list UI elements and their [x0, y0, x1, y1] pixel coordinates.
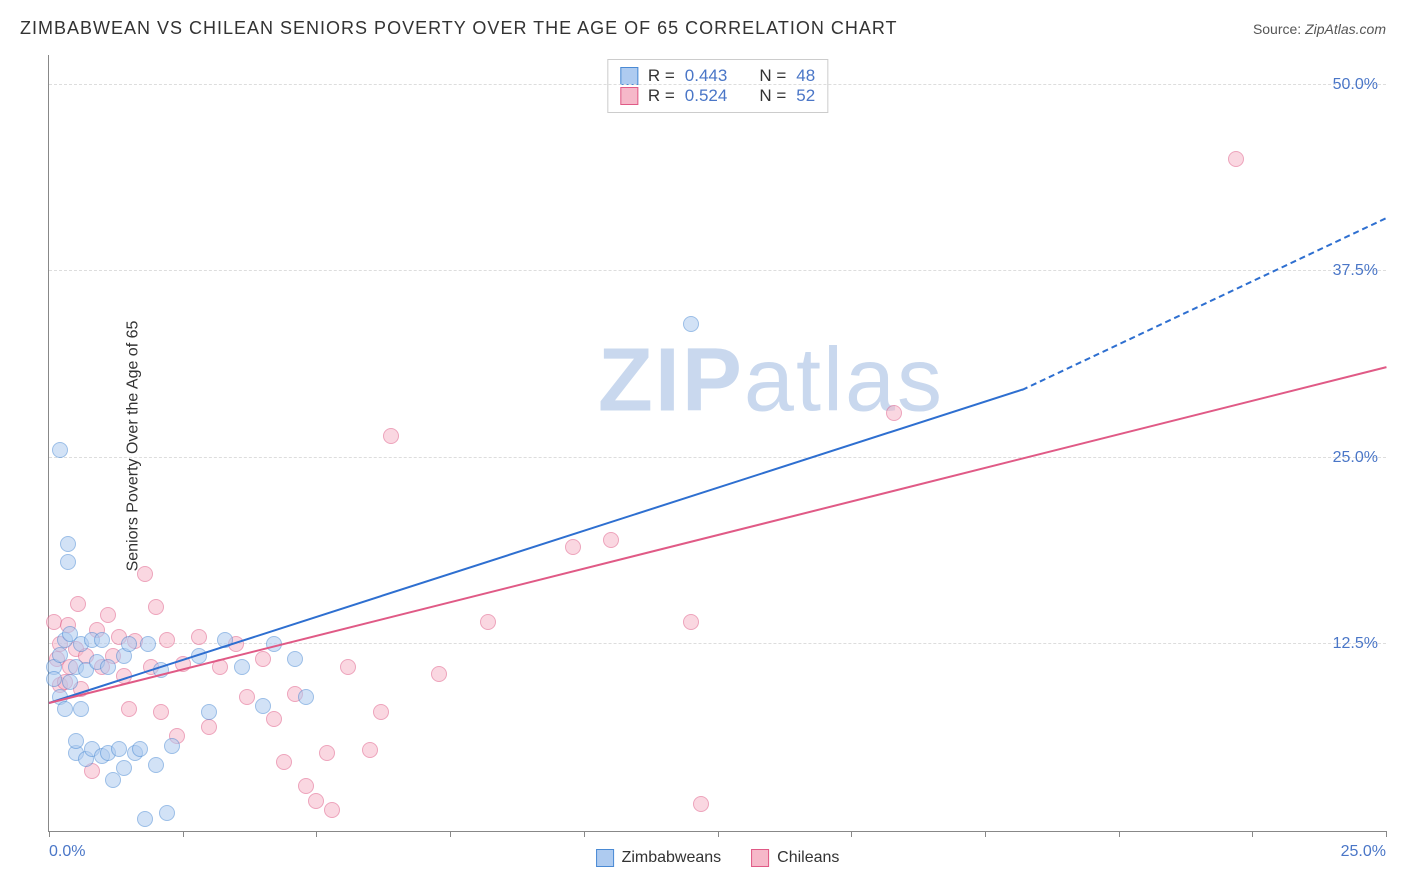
scatter-point-zimbabweans [201, 704, 217, 720]
scatter-point-zimbabweans [116, 760, 132, 776]
scatter-point-zimbabweans [140, 636, 156, 652]
scatter-point-chileans [70, 596, 86, 612]
scatter-point-chileans [431, 666, 447, 682]
y-tick-label: 50.0% [1333, 76, 1378, 94]
source-attribution: Source: ZipAtlas.com [1253, 21, 1386, 37]
scatter-point-chileans [148, 599, 164, 615]
gridline [49, 643, 1386, 644]
x-tick [1386, 831, 1387, 837]
x-tick [49, 831, 50, 837]
scatter-point-zimbabweans [62, 674, 78, 690]
swatch-zimbabweans [620, 67, 638, 85]
scatter-point-zimbabweans [68, 733, 84, 749]
legend-item-chileans: Chileans [751, 849, 839, 867]
trendline-chileans [49, 366, 1386, 704]
x-tick [718, 831, 719, 837]
scatter-point-chileans [886, 405, 902, 421]
chart-title: ZIMBABWEAN VS CHILEAN SENIORS POVERTY OV… [20, 18, 898, 39]
scatter-point-chileans [480, 614, 496, 630]
scatter-point-zimbabweans [132, 741, 148, 757]
scatter-point-chileans [603, 532, 619, 548]
scatter-point-zimbabweans [100, 659, 116, 675]
r-value-chileans: 0.524 [685, 86, 728, 106]
gridline [49, 84, 1386, 85]
scatter-point-chileans [693, 796, 709, 812]
gridline [49, 457, 1386, 458]
x-tick [450, 831, 451, 837]
legend-item-zimbabweans: Zimbabweans [596, 849, 722, 867]
scatter-point-zimbabweans [148, 757, 164, 773]
scatter-point-chileans [159, 632, 175, 648]
x-tick-min: 0.0% [49, 843, 85, 861]
x-tick [183, 831, 184, 837]
scatter-point-chileans [121, 701, 137, 717]
scatter-point-chileans [201, 719, 217, 735]
scatter-point-chileans [137, 566, 153, 582]
legend-label-chileans: Chileans [777, 849, 839, 867]
scatter-point-zimbabweans [46, 671, 62, 687]
scatter-point-zimbabweans [234, 659, 250, 675]
series-legend: Zimbabweans Chileans [596, 849, 840, 867]
scatter-point-chileans [324, 802, 340, 818]
trendline-zimbabweans-extrapolated [1022, 217, 1387, 390]
scatter-point-chileans [191, 629, 207, 645]
scatter-point-chileans [373, 704, 389, 720]
gridline [49, 270, 1386, 271]
scatter-point-zimbabweans [121, 636, 137, 652]
scatter-point-chileans [565, 539, 581, 555]
source-value: ZipAtlas.com [1305, 21, 1386, 37]
scatter-point-chileans [683, 614, 699, 630]
scatter-point-chileans [362, 742, 378, 758]
y-tick-label: 25.0% [1333, 449, 1378, 467]
scatter-point-chileans [340, 659, 356, 675]
x-tick-max: 25.0% [1341, 843, 1386, 861]
scatter-point-zimbabweans [94, 632, 110, 648]
scatter-point-zimbabweans [52, 442, 68, 458]
scatter-point-zimbabweans [60, 536, 76, 552]
n-value-chileans: 52 [796, 86, 815, 106]
scatter-point-chileans [1228, 151, 1244, 167]
scatter-point-zimbabweans [57, 701, 73, 717]
trendline-zimbabweans [49, 389, 1023, 704]
scatter-point-chileans [255, 651, 271, 667]
scatter-chart: ZIPatlas R = 0.443 N = 48 R = 0.524 N = … [48, 55, 1386, 832]
swatch-chileans [620, 87, 638, 105]
scatter-point-zimbabweans [111, 741, 127, 757]
scatter-point-zimbabweans [683, 316, 699, 332]
scatter-point-chileans [298, 778, 314, 794]
x-tick [851, 831, 852, 837]
x-tick [985, 831, 986, 837]
scatter-point-zimbabweans [60, 554, 76, 570]
y-tick-label: 12.5% [1333, 635, 1378, 653]
swatch-zimbabweans-icon [596, 849, 614, 867]
scatter-point-chileans [383, 428, 399, 444]
scatter-point-chileans [100, 607, 116, 623]
x-tick [1119, 831, 1120, 837]
source-label: Source: [1253, 21, 1305, 37]
scatter-point-zimbabweans [287, 651, 303, 667]
scatter-point-chileans [239, 689, 255, 705]
x-tick [1252, 831, 1253, 837]
scatter-point-chileans [276, 754, 292, 770]
legend-row-chileans: R = 0.524 N = 52 [620, 86, 815, 106]
legend-label-zimbabweans: Zimbabweans [622, 849, 722, 867]
scatter-point-zimbabweans [73, 701, 89, 717]
y-tick-label: 37.5% [1333, 262, 1378, 280]
scatter-point-chileans [153, 704, 169, 720]
scatter-point-chileans [308, 793, 324, 809]
correlation-legend: R = 0.443 N = 48 R = 0.524 N = 52 [607, 59, 828, 113]
scatter-point-zimbabweans [164, 738, 180, 754]
scatter-point-zimbabweans [255, 698, 271, 714]
swatch-chileans-icon [751, 849, 769, 867]
scatter-point-chileans [266, 711, 282, 727]
scatter-point-zimbabweans [52, 647, 68, 663]
scatter-point-zimbabweans [159, 805, 175, 821]
scatter-point-chileans [319, 745, 335, 761]
scatter-point-zimbabweans [298, 689, 314, 705]
x-tick [584, 831, 585, 837]
x-tick [316, 831, 317, 837]
scatter-point-zimbabweans [137, 811, 153, 827]
